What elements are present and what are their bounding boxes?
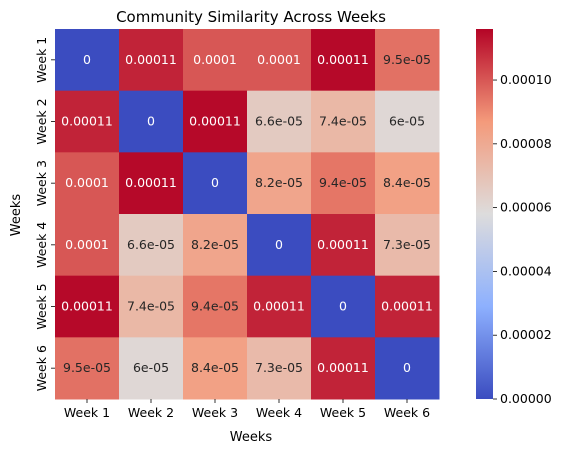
heatmap-cell <box>119 337 184 400</box>
cell-annotation: 6e-05 <box>133 360 169 375</box>
colorbar-tick-label: 0.00008 <box>500 136 552 151</box>
cell-annotation: 7.4e-05 <box>127 299 175 314</box>
heatmap-cell <box>119 275 184 338</box>
cell-annotation: 0.00011 <box>317 237 369 252</box>
heatmap-cell <box>183 275 248 338</box>
y-tick-label: Week 1 <box>34 37 49 83</box>
cell-annotation: 6.6e-05 <box>127 237 175 252</box>
colorbar-tick-label: 0.00004 <box>500 263 552 278</box>
y-tick-label: Week 4 <box>34 222 49 268</box>
cell-annotation: 0 <box>275 237 283 252</box>
cell-annotation: 0.00011 <box>61 299 113 314</box>
cell-annotation: 7.3e-05 <box>383 237 431 252</box>
heatmap-cell <box>311 29 376 92</box>
x-tick-label: Week 4 <box>256 405 302 420</box>
colorbar-tick-label: 0.00000 <box>500 391 552 406</box>
cell-annotation: 6.6e-05 <box>255 114 303 129</box>
cell-annotation: 0.00011 <box>125 52 177 67</box>
cell-annotation: 0.00011 <box>317 52 369 67</box>
cell-annotation: 0.0001 <box>65 175 109 190</box>
cell-annotation: 0.0001 <box>193 52 237 67</box>
x-tick-label: Week 3 <box>192 405 238 420</box>
x-tick-label: Week 1 <box>64 405 110 420</box>
cell-annotation: 0 <box>211 175 219 190</box>
heatmap-cell <box>247 29 312 92</box>
cell-annotation: 0.00011 <box>253 299 305 314</box>
cell-annotation: 0.00011 <box>381 299 433 314</box>
cell-annotation: 7.4e-05 <box>319 114 367 129</box>
colorbar <box>476 29 493 399</box>
heatmap-cell <box>247 337 312 400</box>
chart-title: Community Similarity Across Weeks <box>116 8 386 26</box>
heatmap-cell <box>183 337 248 400</box>
y-axis-ticks: Week 1 Week 2 Week 3 Week 4 Week 5 Week 6 <box>34 37 55 391</box>
cell-annotation: 0.00011 <box>61 114 113 129</box>
heatmap-cell <box>375 29 440 92</box>
y-tick-label: Week 5 <box>34 283 49 329</box>
y-tick-label: Week 3 <box>34 160 49 206</box>
heatmap-cell <box>311 90 376 153</box>
cell-annotation: 0 <box>147 114 155 129</box>
cell-annotation: 9.4e-05 <box>191 299 239 314</box>
cell-annotation: 0.00011 <box>125 175 177 190</box>
cell-annotation: 8.2e-05 <box>191 237 239 252</box>
heatmap-cells: 0 0.00011 0.0001 0.0001 0.00011 9.5e-05 0.0001… <box>55 29 440 400</box>
heatmap-cell <box>55 90 120 153</box>
y-tick-label: Week 2 <box>34 98 49 144</box>
y-axis-label: Weeks <box>9 194 24 237</box>
heatmap-cell <box>55 214 120 277</box>
cell-annotation: 8.4e-05 <box>383 175 431 190</box>
colorbar-tick-label: 0.00010 <box>500 72 552 87</box>
heatmap-cell <box>119 214 184 277</box>
heatmap-cell <box>247 275 312 338</box>
heatmap-cell <box>55 152 120 215</box>
heatmap-cell <box>55 29 120 92</box>
x-axis-label: Weeks <box>230 430 273 445</box>
heatmap-cell <box>55 275 120 338</box>
heatmap-cell <box>183 90 248 153</box>
cell-annotation: 8.2e-05 <box>255 175 303 190</box>
cell-annotation: 0.00011 <box>317 360 369 375</box>
cell-annotation: 9.4e-05 <box>319 175 367 190</box>
heatmap-cell <box>55 337 120 400</box>
colorbar-tick-label: 0.00002 <box>500 327 552 342</box>
heatmap-cell <box>311 337 376 400</box>
cell-annotation: 8.4e-05 <box>191 360 239 375</box>
heatmap-cell <box>311 214 376 277</box>
heatmap-cell <box>119 29 184 92</box>
cell-annotation: 0 <box>339 299 347 314</box>
cell-annotation: 7.3e-05 <box>255 360 303 375</box>
heatmap-cell <box>183 29 248 92</box>
cell-annotation: 0 <box>403 360 411 375</box>
heatmap-cell <box>247 90 312 153</box>
cell-annotation: 9.5e-05 <box>63 360 111 375</box>
cell-annotation: 9.5e-05 <box>383 52 431 67</box>
heatmap-cell <box>183 152 248 215</box>
heatmap-cell <box>375 152 440 215</box>
heatmap-cell <box>311 275 376 338</box>
x-tick-label: Week 2 <box>128 405 174 420</box>
heatmap-cell <box>375 90 440 153</box>
heatmap-cell <box>311 152 376 215</box>
cell-annotation: 6e-05 <box>389 114 425 129</box>
cell-annotation: 0.0001 <box>257 52 301 67</box>
y-tick-label: Week 6 <box>34 345 49 391</box>
x-tick-label: Week 6 <box>384 405 430 420</box>
heatmap-cell <box>247 152 312 215</box>
cell-annotation: 0 <box>83 52 91 67</box>
heatmap-cell <box>247 214 312 277</box>
cell-annotation: 0.00011 <box>189 114 241 129</box>
colorbar-tick-label: 0.00006 <box>500 200 552 215</box>
cell-annotation: 0.0001 <box>65 237 109 252</box>
heatmap-cell <box>375 275 440 338</box>
x-axis-ticks: Week 1 Week 2 Week 3 Week 4 Week 5 Week 6 <box>64 399 430 420</box>
x-tick-label: Week 5 <box>320 405 366 420</box>
heatmap-cell <box>119 152 184 215</box>
colorbar-ticks: 0.00000 0.00002 0.00004 0.00006 0.00008 0.000… <box>493 72 552 406</box>
heatmap-cell <box>119 90 184 153</box>
heatmap-cell <box>375 337 440 400</box>
heatmap-cell <box>375 214 440 277</box>
heatmap-cell <box>183 214 248 277</box>
